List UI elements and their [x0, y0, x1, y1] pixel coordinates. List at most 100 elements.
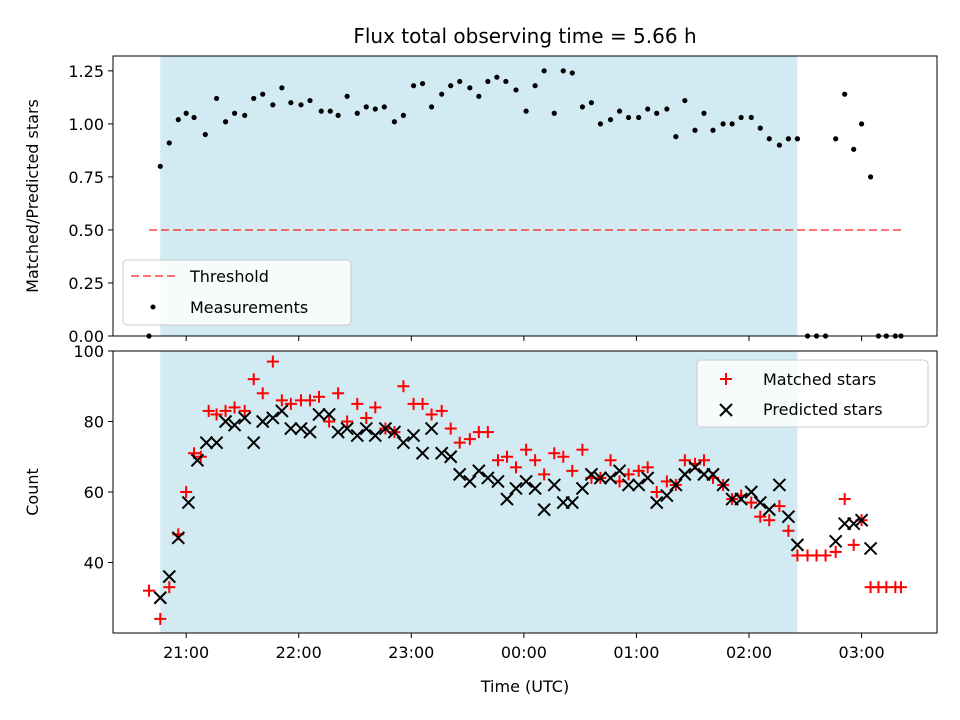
- data-point: [584, 467, 599, 482]
- data-point: [322, 407, 336, 422]
- data-point: [181, 495, 196, 510]
- data-point: [654, 110, 660, 116]
- x-stroke-b: [350, 428, 364, 443]
- data-point: [191, 114, 197, 121]
- data-point: [613, 475, 626, 488]
- x-stroke-b: [781, 509, 796, 524]
- data-point: [448, 83, 454, 89]
- data-point: [645, 106, 651, 112]
- x-stroke-b: [415, 446, 430, 460]
- data-point: [284, 421, 298, 436]
- series-measurements: [146, 68, 904, 339]
- data-point: [247, 373, 260, 386]
- x-stroke-b: [688, 460, 702, 475]
- data-point: [331, 425, 345, 439]
- x-stroke-b: [284, 421, 298, 436]
- ratio-legend-box: [122, 259, 352, 326]
- data-point: [625, 114, 632, 121]
- x-stroke-b: [716, 478, 730, 492]
- data-point: [323, 415, 336, 428]
- x-stroke-b: [199, 435, 214, 450]
- data-point: [425, 408, 438, 421]
- x-stroke-b: [509, 481, 523, 496]
- x-stroke-b: [340, 421, 354, 436]
- data-point: [444, 422, 457, 435]
- measurements-legend-label: Measurements: [190, 298, 308, 317]
- data-point: [202, 131, 208, 138]
- ratio-legend: Threshold Measurements: [122, 259, 352, 326]
- data-point: [410, 83, 417, 89]
- data-point: [519, 474, 533, 489]
- x-stroke-b: [753, 495, 767, 510]
- count-x-axis: 21:00 22:00 23:00 00:00 01:00 02:00 03:00: [163, 633, 885, 662]
- ratio-x-ticks: [185, 336, 863, 341]
- data-point: [706, 467, 720, 482]
- data-point: [794, 136, 801, 142]
- data-point: [697, 454, 710, 467]
- x-stroke-b: [266, 411, 280, 425]
- data-point: [387, 425, 402, 439]
- data-point: [500, 492, 514, 506]
- data-point: [772, 478, 787, 492]
- x-stroke-b: [734, 492, 748, 506]
- x-stroke-b: [481, 471, 495, 485]
- data-point: [773, 500, 786, 513]
- data-point: [575, 481, 590, 496]
- x-stroke-b: [660, 488, 674, 503]
- x-stroke-b: [218, 414, 233, 429]
- data-point: [247, 435, 261, 450]
- data-point: [228, 401, 241, 414]
- x-stroke-b: [565, 495, 579, 510]
- y-tick-label: 1.00: [68, 115, 104, 134]
- x-stroke-b: [472, 464, 486, 478]
- data-point: [541, 68, 547, 74]
- x-stroke-b: [547, 478, 561, 492]
- x-stroke-b: [828, 534, 843, 549]
- ratio-marks: [146, 68, 904, 339]
- y-tick-label: 80: [84, 413, 104, 432]
- data-point: [494, 74, 500, 80]
- data-point: [790, 538, 805, 552]
- data-point: [576, 443, 589, 456]
- x-stroke-b: [603, 471, 618, 485]
- data-point: [439, 91, 445, 97]
- data-point: [279, 85, 285, 91]
- data-point: [560, 68, 566, 74]
- data-point: [664, 106, 670, 112]
- data-point: [603, 471, 618, 485]
- data-point: [491, 454, 504, 467]
- data-point: [640, 471, 655, 485]
- data-point: [776, 142, 783, 148]
- data-point: [513, 87, 519, 93]
- x-stroke-b: [772, 478, 787, 492]
- data-point: [351, 397, 364, 410]
- data-point: [720, 121, 726, 127]
- data-point: [597, 121, 604, 127]
- data-point: [435, 404, 448, 417]
- data-point: [847, 538, 860, 551]
- data-point: [238, 404, 251, 417]
- data-point: [266, 411, 280, 425]
- data-point: [153, 591, 167, 605]
- data-point: [858, 121, 865, 127]
- predicted-legend-icon: [719, 403, 733, 417]
- data-point: [557, 450, 570, 463]
- data-point: [678, 467, 692, 482]
- data-point: [210, 408, 223, 421]
- data-point: [335, 112, 341, 118]
- data-point: [416, 397, 429, 410]
- x-stroke-b: [322, 407, 336, 422]
- data-point: [260, 91, 266, 97]
- x-stroke-b: [584, 467, 599, 482]
- data-point: [313, 390, 325, 403]
- data-point: [381, 104, 387, 110]
- data-point: [781, 509, 796, 524]
- data-point: [415, 446, 430, 460]
- x-stroke-b: [537, 502, 551, 517]
- y-tick-label: 0.00: [68, 327, 104, 346]
- data-point: [604, 454, 617, 467]
- x-stroke-b: [294, 421, 308, 436]
- data-point: [701, 110, 707, 116]
- data-point: [588, 100, 595, 106]
- count-y-axis: 40 60 80 100: [73, 342, 113, 573]
